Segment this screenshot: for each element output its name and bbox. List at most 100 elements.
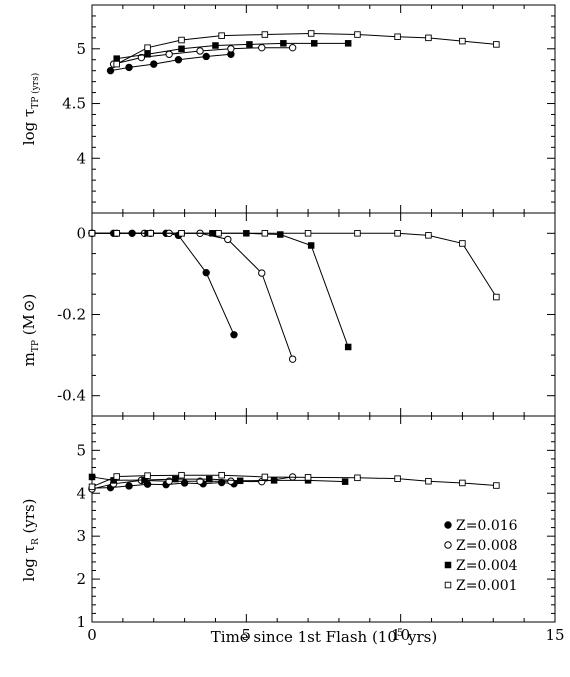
data-point: [307, 30, 315, 37]
data-point: [493, 482, 500, 489]
legend-marker: [444, 521, 452, 529]
data-point: [178, 36, 185, 44]
data-point: [113, 55, 120, 62]
data-point: [144, 44, 151, 51]
data-point: [227, 477, 235, 485]
data-point: [88, 483, 96, 491]
data-point: [202, 268, 210, 277]
data-point: [261, 473, 269, 481]
series-open-circle: [109, 43, 297, 68]
data-point: [344, 40, 352, 47]
y-tick-label: 2: [76, 570, 86, 588]
series-open-square: [113, 30, 500, 68]
panel-frame: [91, 212, 556, 417]
legend-marker: [444, 561, 452, 569]
y-axis-label: log τR (yrs): [20, 498, 41, 581]
y-tick-label: 0: [76, 224, 86, 242]
data-point: [425, 232, 432, 239]
data-point: [206, 475, 213, 483]
series-filled-circle: [88, 229, 238, 339]
series-open-square: [88, 230, 500, 301]
data-point: [394, 230, 401, 237]
series-line: [116, 42, 349, 60]
data-point: [310, 40, 318, 47]
data-point: [304, 230, 312, 237]
series-line: [92, 232, 349, 348]
x-axis-label: Time since 1st Flash (105 yrs): [211, 628, 437, 646]
data-point: [215, 230, 222, 237]
data-point: [218, 471, 225, 479]
series-line: [92, 232, 235, 336]
data-point: [137, 53, 146, 62]
y-tick-label: 3: [76, 527, 86, 545]
series-line: [116, 32, 497, 65]
data-point: [354, 230, 361, 237]
data-point: [394, 33, 401, 40]
data-point: [459, 479, 466, 487]
data-point: [425, 34, 432, 42]
data-point: [288, 355, 297, 363]
data-point: [354, 474, 361, 482]
panel-middle: 0 -0.2 -0.4 mTP (M⊙): [20, 212, 556, 417]
data-point: [277, 231, 284, 238]
x-axis: Time since 1st Flash (105 yrs) 0 5 10 15: [87, 626, 564, 646]
data-point: [261, 230, 269, 237]
series-filled-square: [88, 230, 352, 351]
series-line: [92, 232, 294, 360]
data-point: [288, 43, 297, 52]
data-point: [88, 473, 96, 481]
data-point: [459, 37, 466, 45]
data-point: [459, 240, 466, 247]
series-filled-square: [113, 40, 352, 62]
y-tick-label: 1: [76, 613, 86, 631]
data-point: [165, 50, 173, 58]
legend-label: Z=0.016: [456, 518, 518, 534]
data-point: [394, 475, 401, 482]
panels: 4 4.5 5 log τTP (yrs) 0 -0.2 -0.4 mTP (M⊙) 1 2 3 4 5…: [20, 4, 556, 631]
data-point: [125, 63, 133, 72]
data-point: [88, 230, 96, 237]
y-tick-label: 5: [76, 441, 86, 459]
data-point: [113, 473, 120, 480]
legend: Z=0.016 Z=0.008 Z=0.004 Z=0.001: [444, 518, 518, 594]
data-point: [224, 235, 232, 244]
y-tick-label: 5: [76, 40, 86, 58]
data-point: [261, 31, 269, 38]
y-tick-label: 4.5: [62, 95, 86, 113]
y-tick-label: 4: [76, 149, 86, 167]
legend-label: Z=0.004: [456, 558, 518, 574]
data-point: [218, 32, 225, 39]
data-point: [258, 269, 266, 277]
data-point: [493, 293, 500, 301]
data-point: [144, 472, 151, 479]
data-point: [178, 471, 185, 479]
series-filled-circle: [106, 50, 235, 75]
data-point: [196, 477, 204, 485]
y-axis-label: log τTP (yrs): [20, 73, 41, 145]
y-axis-label: mTP (M⊙): [20, 294, 41, 367]
x-tick-label: 10: [391, 626, 410, 644]
data-point: [344, 343, 352, 351]
data-point: [174, 56, 183, 64]
panel-top: 4 4.5 5 log τTP (yrs): [20, 4, 556, 214]
data-point: [196, 47, 204, 55]
data-point: [180, 479, 189, 487]
data-point: [425, 477, 432, 485]
panel-bottom: 1 2 3 4 5 log τR (yrs): [20, 415, 556, 631]
series-line: [91, 476, 293, 490]
y-tick-label: -0.2: [57, 306, 86, 324]
data-point: [227, 45, 235, 53]
data-point: [113, 60, 120, 68]
data-point: [246, 41, 253, 48]
data-point: [258, 43, 266, 52]
data-point: [230, 331, 238, 339]
data-point: [493, 41, 500, 48]
legend-label: Z=0.001: [456, 578, 518, 594]
data-point: [144, 51, 151, 58]
data-point: [354, 31, 361, 38]
data-point: [150, 60, 158, 68]
data-point: [106, 66, 115, 75]
data-point: [270, 477, 278, 484]
data-point: [307, 242, 315, 249]
